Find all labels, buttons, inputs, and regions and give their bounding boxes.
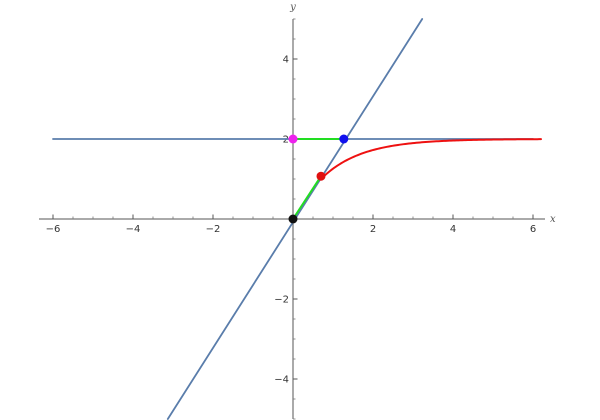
data-point-2 (288, 134, 298, 144)
axes: −6 −4 −2 2 4 6 −4 −2 2 4 x y (39, 2, 556, 420)
x-tick-label: 2 (370, 224, 376, 235)
x-tick-label: −4 (126, 224, 141, 235)
y-tick-label: −4 (274, 375, 289, 386)
series-segment-3 (292, 175, 322, 220)
y-axis-label: y (289, 2, 296, 13)
x-tick-label: 6 (530, 224, 536, 235)
x-tick-label: −6 (46, 224, 61, 235)
y-tick-label: 2 (283, 135, 289, 146)
data-point-3 (339, 134, 349, 144)
data-point-0 (288, 214, 298, 224)
x-axis-label: x (550, 214, 556, 225)
points-layer (288, 134, 349, 224)
x-ticks: −6 −4 −2 2 4 6 (46, 214, 536, 235)
series-curve-2 (320, 138, 542, 180)
data-point-1 (316, 171, 326, 181)
y-tick-label: 4 (283, 55, 289, 66)
y-tick-label: −2 (274, 295, 289, 306)
x-tick-label: 4 (450, 224, 456, 235)
x-tick-label: −2 (206, 224, 221, 235)
